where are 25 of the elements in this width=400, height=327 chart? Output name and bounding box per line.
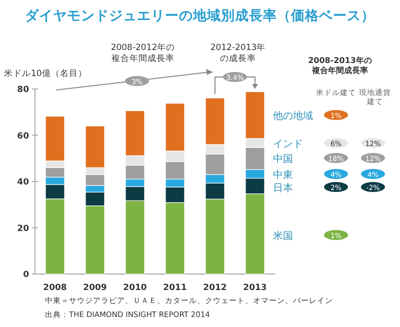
y-tick-label: 20 (17, 224, 30, 234)
text: 2008-2013年の (308, 56, 372, 65)
y-axis-title: 米ドル10億（名目） (4, 68, 87, 79)
x-tick-label: 2011 (163, 283, 187, 293)
text: の成長率 (220, 53, 256, 64)
x-tick-label: 2010 (123, 283, 147, 293)
x-tick-label: 2009 (83, 283, 107, 293)
legend-label: 他の地域 (273, 110, 313, 122)
text: 複合年間成長率 (311, 65, 368, 75)
y-tick-label: 0 (23, 270, 30, 280)
series-label: 中東 (273, 169, 293, 181)
series-label: 米国 (273, 230, 293, 242)
series-label: 中国 (273, 153, 293, 165)
x-tick-label: 2008 (43, 283, 67, 293)
legend-label: インド (273, 139, 303, 150)
chart-title: ダイヤモンドジュエリーの地域別成長率（価格ベース） (25, 7, 375, 24)
x-tick-label: 2013 (243, 283, 267, 293)
text: 2008-2012年の (110, 42, 176, 53)
series-label: 日本 (273, 182, 293, 194)
y-tick-label: 40 (17, 178, 30, 188)
y-tick-label: 80 (17, 85, 30, 95)
x-tick-label: 2012 (203, 283, 227, 293)
text: 2012-2013年 (210, 42, 266, 53)
text: 複合年間成長率 (112, 53, 174, 64)
y-tick-label: 60 (17, 131, 30, 142)
